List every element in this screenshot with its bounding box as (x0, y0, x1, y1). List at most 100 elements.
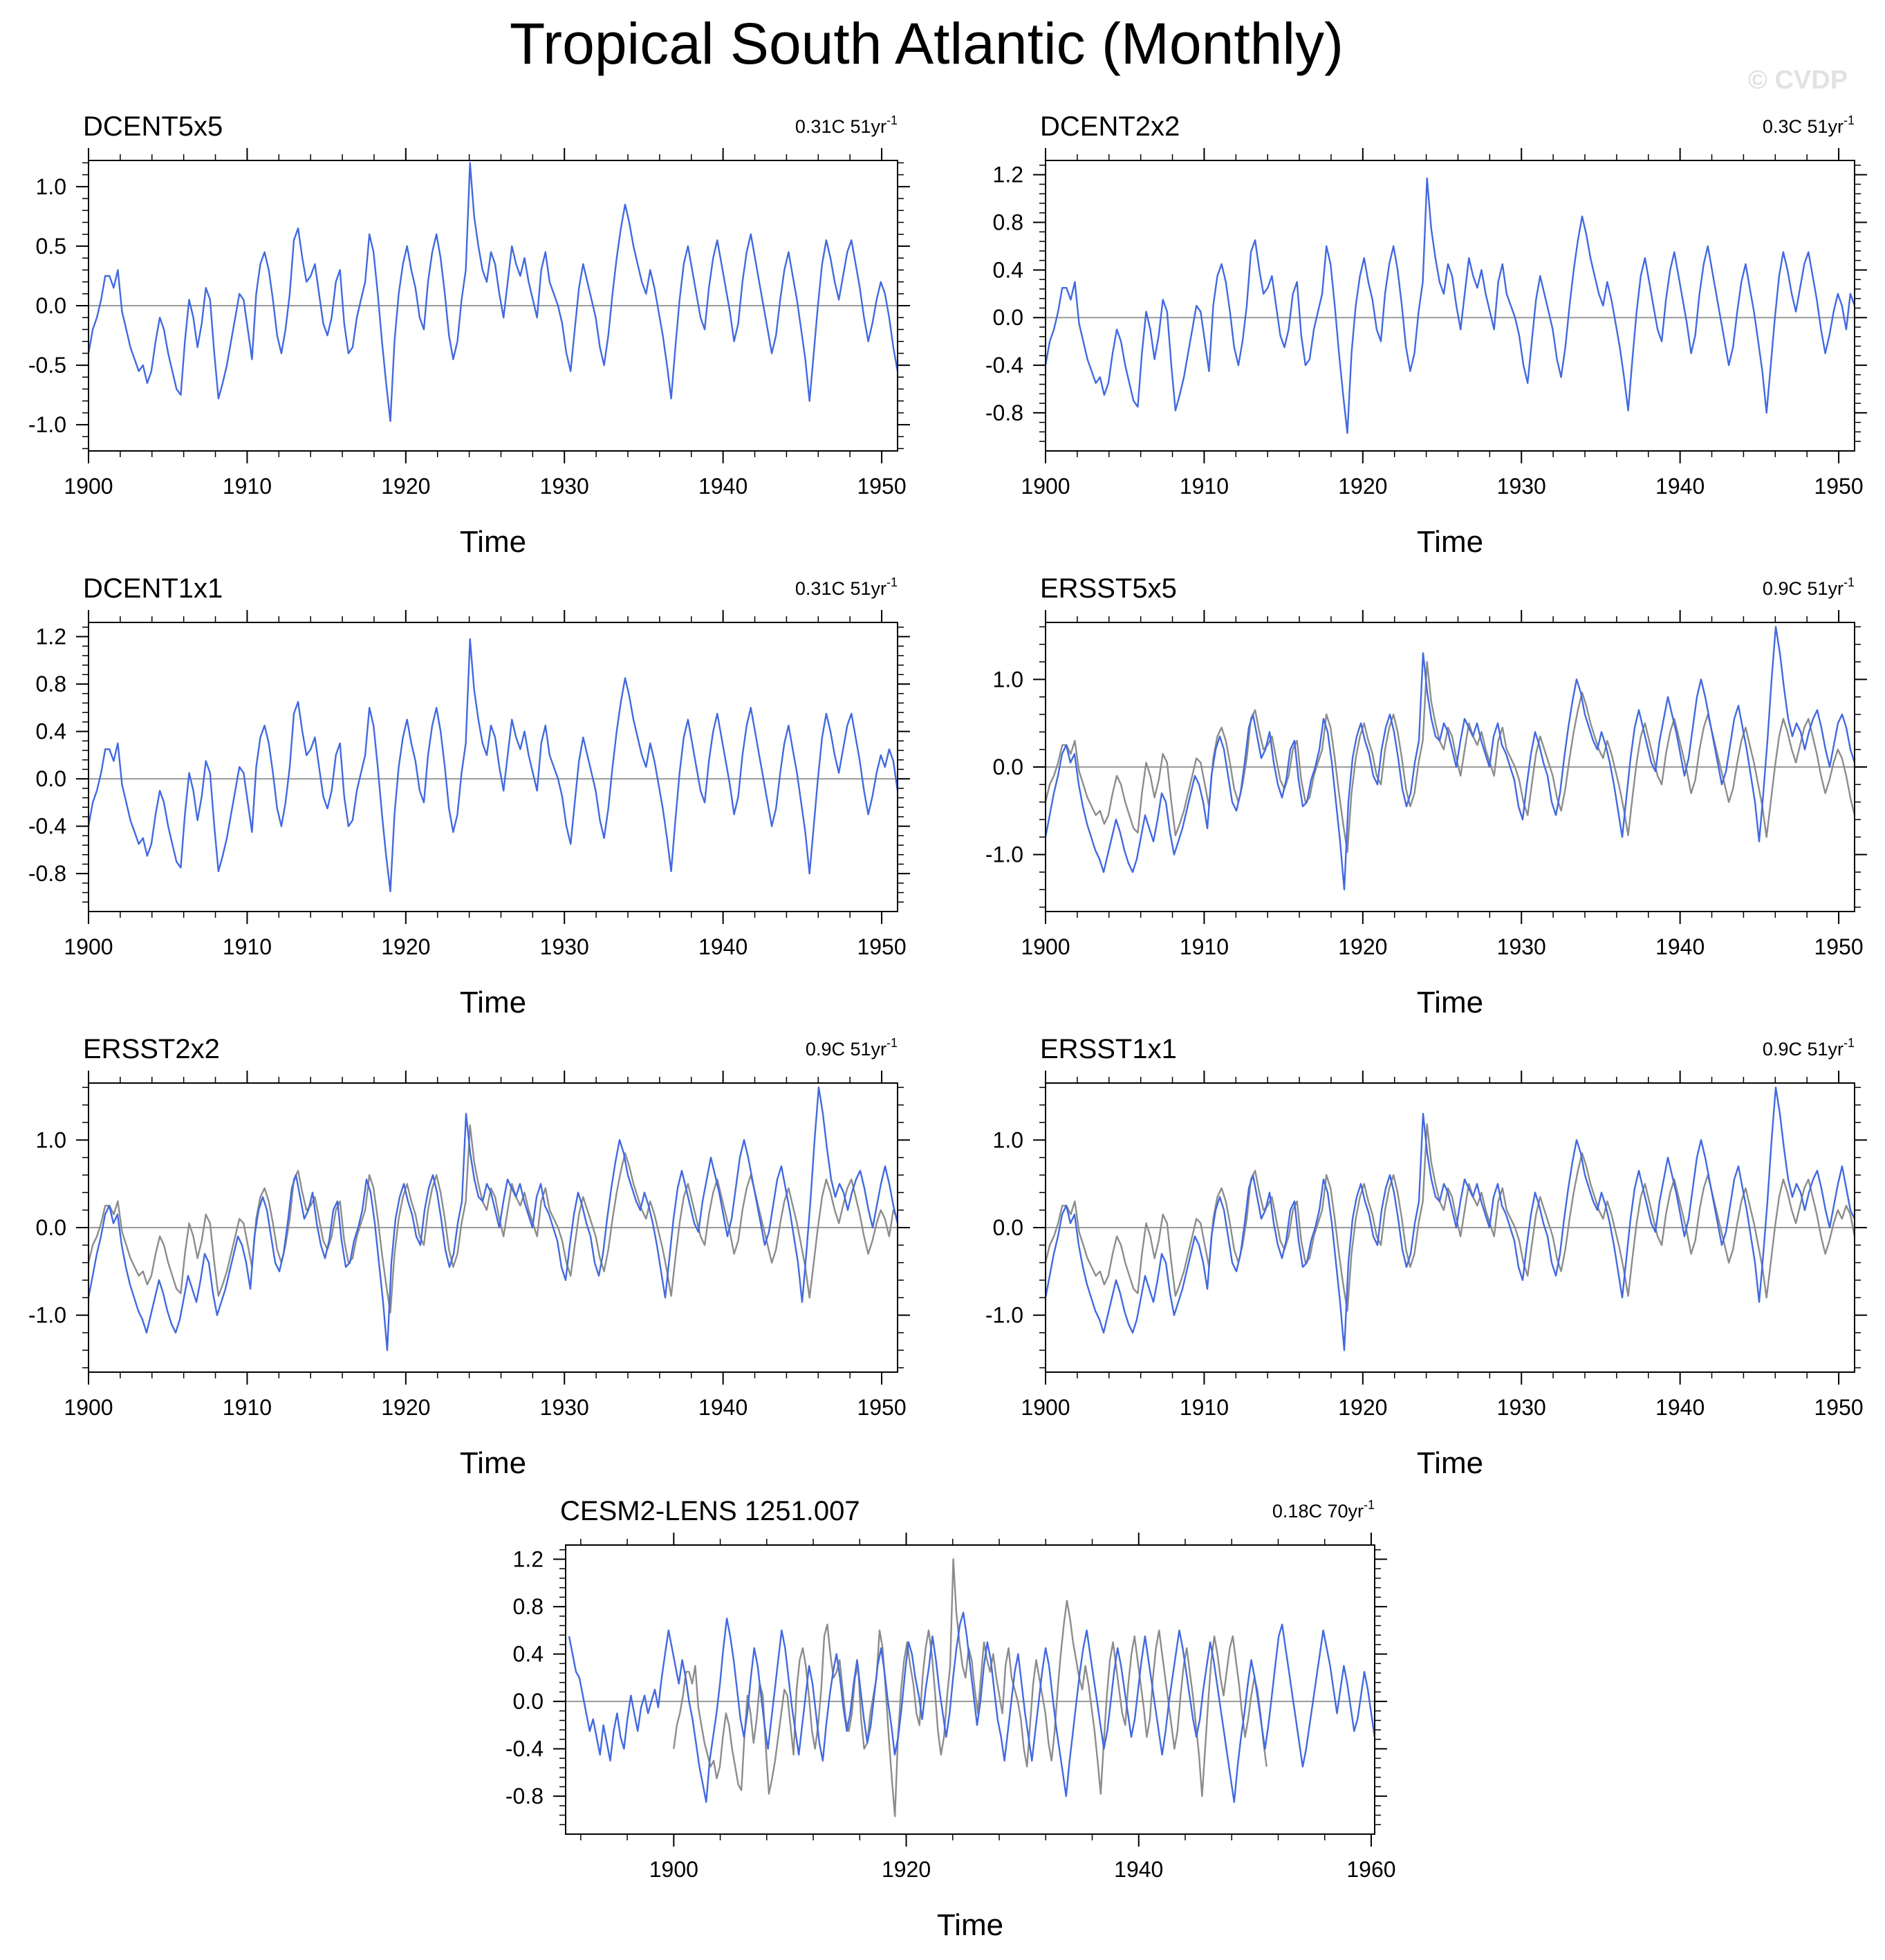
y-tick-label: 0.8 (513, 1594, 544, 1619)
x-axis-label: Time (460, 525, 526, 559)
x-tick-label: 1950 (1814, 934, 1863, 959)
x-tick-label: 1960 (1346, 1857, 1395, 1882)
y-tick-label: -1.0 (985, 1303, 1023, 1328)
y-tick-label: 0.4 (36, 719, 66, 744)
trend-annotation: 0.31C 51yr-1 (795, 113, 898, 137)
y-tick-label: -1.0 (985, 842, 1023, 867)
plot-frame (1045, 160, 1855, 452)
x-tick-label: 1900 (649, 1857, 698, 1882)
panel-dcent5x5: 1900 1910 1920 1930 1940 1950 -1.0 -0.5 0.0 0.5 1.… (28, 111, 910, 559)
series-line-ersst2x2 (87, 1087, 899, 1351)
x-tick-label: 1900 (64, 1395, 113, 1420)
x-tick-label: 1910 (223, 1395, 272, 1420)
page-title: Tropical South Atlantic (Monthly) (510, 11, 1344, 76)
y-tick-label: 1.2 (993, 163, 1023, 187)
x-tick-label: 1930 (1497, 934, 1546, 959)
y-tick-label: 0.8 (993, 210, 1023, 235)
x-tick-label: 1940 (1114, 1857, 1163, 1882)
x-tick-label: 1910 (1180, 934, 1229, 959)
x-tick-label: 1920 (882, 1857, 931, 1882)
y-tick-label: -0.8 (28, 861, 66, 886)
x-tick-label: 1950 (1814, 474, 1863, 499)
y-tick-label: 0.0 (993, 755, 1023, 779)
watermark: © CVDP (1748, 66, 1848, 95)
x-tick-label: 1950 (857, 934, 906, 959)
trend-annotation: 0.3C 51yr-1 (1763, 113, 1855, 137)
panel-title: DCENT1x1 (83, 573, 223, 604)
x-tick-label: 1950 (857, 474, 906, 499)
panel-title: ERSST5x5 (1040, 573, 1177, 604)
y-tick-label: 0.0 (36, 766, 66, 791)
y-tick-label: 0.0 (513, 1689, 544, 1714)
y-tick-label: 1.2 (36, 625, 66, 649)
series-line-ersst5x5 (1044, 626, 1856, 891)
series-line-dcent2x2 (87, 1124, 899, 1314)
x-axis-label: Time (460, 1446, 526, 1480)
x-tick-label: 1930 (540, 474, 589, 499)
panel-dcent2x2: 1900 1910 1920 1930 1940 1950 -0.8 -0.4 0.0 0.4 0.… (985, 111, 1867, 559)
y-tick-label: -1.0 (28, 1303, 66, 1328)
x-tick-label: 1950 (857, 1395, 906, 1420)
x-tick-label: 1910 (223, 934, 272, 959)
x-axis-label: Time (1417, 525, 1483, 559)
x-axis-label: Time (1417, 1446, 1483, 1480)
series-line-dcent1x1 (87, 638, 899, 893)
y-tick-label: 0.0 (993, 1215, 1023, 1240)
x-tick-label: 1940 (1655, 1395, 1705, 1420)
panel-cesm2-lens-1251-007: 1900 1920 1940 1960 -0.8 -0.4 0.0 0.4 0.8 1.2 CESM… (505, 1496, 1396, 1942)
y-tick-label: 0.8 (36, 672, 66, 696)
y-tick-label: -0.8 (505, 1784, 544, 1809)
y-tick-label: 1.0 (993, 1127, 1023, 1152)
x-tick-label: 1900 (1021, 474, 1070, 499)
x-tick-label: 1900 (64, 934, 113, 959)
y-tick-label: -0.4 (28, 814, 66, 839)
x-tick-label: 1920 (1338, 934, 1387, 959)
x-tick-label: 1930 (540, 1395, 589, 1420)
panel-title: ERSST2x2 (83, 1034, 220, 1064)
trend-annotation: 0.9C 51yr-1 (806, 1036, 898, 1060)
x-tick-label: 1910 (223, 474, 272, 499)
x-tick-label: 1920 (1338, 1395, 1387, 1420)
trend-annotation: 0.9C 51yr-1 (1763, 1036, 1855, 1060)
x-tick-label: 1900 (64, 474, 113, 499)
x-axis-label: Time (460, 986, 526, 1019)
x-tick-label: 1910 (1180, 474, 1229, 499)
x-tick-label: 1930 (1497, 474, 1546, 499)
plot-frame (565, 1544, 1375, 1835)
x-tick-label: 1920 (381, 474, 430, 499)
y-tick-label: 1.0 (36, 1127, 66, 1152)
y-tick-label: 1.2 (513, 1547, 544, 1572)
x-axis-label: Time (1417, 986, 1483, 1019)
x-tick-label: 1940 (1655, 474, 1705, 499)
x-tick-label: 1930 (540, 934, 589, 959)
panel-dcent1x1: 1900 1910 1920 1930 1940 1950 -0.8 -0.4 0.0 0.4 0.… (28, 573, 910, 1019)
panel-title: CESM2-LENS 1251.007 (560, 1496, 860, 1526)
x-tick-label: 1920 (381, 1395, 430, 1420)
series-line-dcent5x5 (673, 1558, 1268, 1818)
series-line-dcent5x5 (87, 162, 899, 423)
x-tick-label: 1920 (381, 934, 430, 959)
series-line-dcent5x5 (1044, 660, 1856, 853)
y-tick-label: 0.0 (993, 305, 1023, 330)
plot-frame (88, 622, 898, 912)
x-tick-label: 1940 (698, 934, 748, 959)
y-tick-label: 0.4 (993, 257, 1023, 282)
x-tick-label: 1900 (1021, 1395, 1070, 1420)
y-tick-label: -0.5 (28, 353, 66, 378)
y-tick-label: -0.4 (985, 353, 1023, 378)
x-tick-label: 1900 (1021, 934, 1070, 959)
trend-annotation: 0.9C 51yr-1 (1763, 575, 1855, 599)
trend-annotation: 0.31C 51yr-1 (795, 575, 898, 599)
x-tick-label: 1920 (1338, 474, 1387, 499)
x-axis-label: Time (937, 1908, 1003, 1942)
panel-ersst1x1: 1900 1910 1920 1930 1940 1950 -1.0 0.0 1.0 ERSST1… (985, 1034, 1867, 1480)
series-line-dcent2x2 (1044, 177, 1856, 434)
y-tick-label: -0.4 (505, 1737, 544, 1762)
y-tick-label: 1.0 (36, 174, 66, 199)
x-tick-label: 1940 (698, 474, 748, 499)
x-tick-label: 1940 (1655, 934, 1705, 959)
panel-title: DCENT2x2 (1040, 111, 1180, 142)
panel-title: ERSST1x1 (1040, 1034, 1177, 1064)
y-tick-label: 0.0 (36, 1215, 66, 1240)
